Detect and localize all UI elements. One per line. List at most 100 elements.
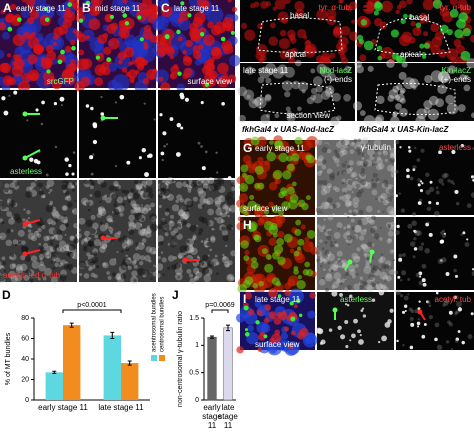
signal [345, 201, 351, 208]
signal [379, 237, 383, 241]
signal [264, 304, 272, 311]
signal [226, 224, 233, 231]
signal [235, 313, 246, 323]
signal [73, 223, 79, 229]
signal [395, 9, 400, 15]
signal [114, 164, 118, 168]
signal [390, 170, 398, 178]
signal [349, 294, 353, 298]
signal [47, 256, 50, 259]
signal [457, 330, 461, 333]
signal [362, 244, 371, 253]
signal [457, 104, 466, 112]
signal [248, 221, 258, 232]
arrow-head [347, 259, 353, 265]
signal [205, 221, 211, 226]
signal [274, 216, 281, 223]
signal [390, 195, 394, 199]
signal [441, 233, 447, 238]
signal [323, 143, 329, 149]
signal [361, 156, 365, 160]
signal [390, 152, 397, 160]
signal [227, 0, 232, 3]
signal [192, 196, 198, 202]
signal [358, 339, 364, 345]
signal [128, 229, 135, 235]
signal [150, 277, 153, 280]
signal [386, 238, 392, 244]
signal [191, 249, 194, 252]
signal [387, 223, 392, 228]
signal [419, 275, 422, 278]
signal [366, 256, 370, 261]
signal [355, 177, 358, 180]
signal [2, 31, 10, 40]
signal [4, 183, 10, 189]
signal [45, 184, 50, 189]
signal [8, 200, 16, 208]
signal [385, 275, 392, 282]
signal [196, 224, 199, 227]
signal [93, 238, 101, 246]
signal [360, 179, 367, 186]
signal [97, 206, 106, 214]
signal [335, 243, 339, 248]
signal [408, 14, 413, 19]
signal [466, 203, 472, 209]
signal [117, 230, 122, 235]
micrograph [79, 90, 156, 178]
signal [326, 251, 332, 257]
signal [139, 228, 148, 237]
signal [135, 242, 139, 246]
signal [424, 74, 433, 84]
signal [268, 201, 275, 208]
signal [365, 283, 373, 291]
signal [50, 252, 58, 259]
signal [27, 37, 40, 49]
signal [348, 1, 358, 11]
signal [13, 90, 18, 95]
signal [357, 256, 360, 259]
signal [323, 218, 326, 221]
signal [101, 243, 108, 250]
signal [109, 258, 117, 266]
signal [46, 179, 55, 188]
signal [329, 243, 334, 248]
signal [14, 54, 22, 62]
signal [382, 275, 389, 281]
signal [353, 225, 362, 233]
signal [277, 230, 285, 239]
cell-outline [259, 82, 336, 115]
signal [64, 157, 69, 162]
signal [383, 199, 389, 206]
signal [335, 141, 343, 149]
signal [387, 94, 395, 102]
y-tick-label: 1 [195, 342, 199, 349]
signal [346, 303, 350, 307]
signal [176, 194, 183, 201]
signal [307, 310, 316, 319]
signal [247, 200, 257, 211]
signal [368, 276, 374, 282]
signal [67, 263, 74, 271]
signal [288, 115, 293, 120]
signal [414, 229, 420, 236]
signal [216, 216, 224, 224]
signal [361, 307, 365, 310]
signal [187, 208, 190, 211]
signal [126, 239, 134, 246]
signal [364, 159, 373, 167]
signal [376, 164, 383, 171]
signal [204, 150, 208, 154]
signal [336, 263, 341, 268]
signal [117, 237, 123, 242]
signal [375, 282, 383, 291]
signal [347, 200, 353, 207]
signal [162, 188, 171, 197]
signal [359, 284, 364, 290]
signal [324, 249, 330, 255]
signal [361, 152, 366, 157]
signal [101, 195, 107, 201]
signal [344, 303, 348, 306]
signal [424, 247, 430, 254]
